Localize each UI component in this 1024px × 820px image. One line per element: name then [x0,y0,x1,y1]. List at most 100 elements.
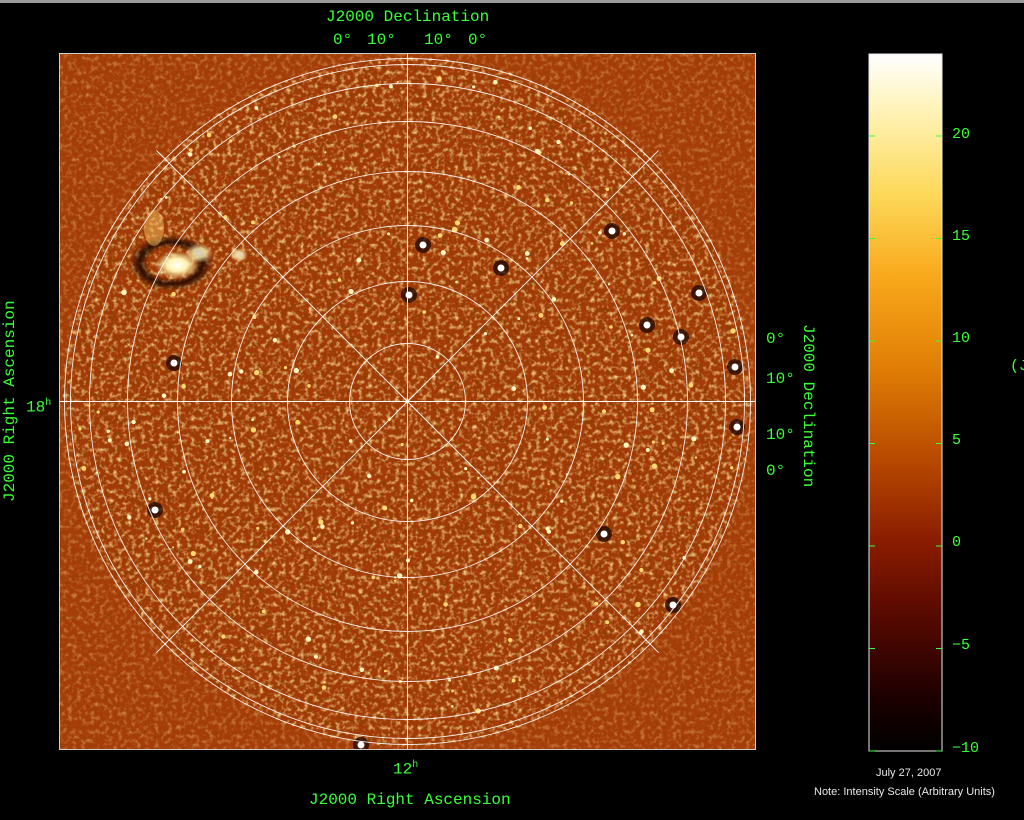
point-source [81,466,87,471]
point-source [601,409,607,414]
bright-source [677,333,685,341]
right-tick-0: 0° [766,330,786,348]
point-source [181,527,185,532]
point-source [388,84,393,89]
point-source [443,602,448,607]
colorbar-tick-3: 5 [952,432,962,449]
point-source [623,442,629,448]
bottom-tick: 12h [393,760,418,778]
point-source [651,463,658,469]
point-source [181,384,186,389]
point-source [639,629,644,634]
point-source [187,559,193,564]
point-source [645,448,650,452]
point-source [321,685,327,690]
point-source [590,242,594,245]
point-source [497,115,501,119]
point-source [694,456,698,459]
grid-spoke-1 [156,401,408,653]
colorbar-gradient [868,53,943,752]
point-source [622,232,626,236]
point-source [508,637,513,643]
point-source [182,469,186,474]
point-source [205,439,210,444]
point-source [620,540,625,545]
top-axis-title: J2000 Declination [326,8,490,26]
bright-source [405,291,413,299]
point-source [669,368,674,374]
point-source [645,347,651,353]
point-source [354,169,356,172]
point-source [464,467,468,471]
point-source [435,355,440,359]
grid-spoke-0 [407,401,659,653]
point-source [332,114,338,119]
top-tick-2: 10° [424,31,453,49]
point-source [516,185,521,190]
point-source [649,407,655,413]
point-source [542,405,547,410]
point-source [615,474,621,480]
point-source [688,382,694,388]
point-source [96,410,100,414]
colorbar [868,53,943,752]
point-source [594,601,599,606]
sky-map [59,53,756,750]
point-source [730,466,734,470]
top-tick-1: 10° [367,31,396,49]
point-source [349,439,353,443]
point-source [190,550,196,557]
point-source [211,496,214,500]
point-source [256,526,260,530]
point-source [164,196,168,199]
point-source [131,419,136,425]
point-source [651,440,656,444]
point-source [251,220,255,225]
right-axis-title: J2000 Declination [799,324,817,488]
bottom-tick-value: 12 [393,760,413,779]
point-source [239,369,244,374]
point-source [78,427,82,431]
point-source [609,325,613,329]
point-source [356,257,362,263]
bottom-tick-unit: h [412,760,419,771]
point-source [470,493,477,500]
point-source [511,386,517,391]
point-source [145,537,148,540]
point-source [312,536,317,541]
point-source [547,483,550,486]
point-source [406,558,410,563]
colorbar-ticks [869,135,942,752]
point-source [605,620,610,625]
point-source [187,152,193,157]
point-source [524,251,530,256]
date-stamp: July 27, 2007 [876,767,942,779]
point-source [560,499,564,503]
point-source [250,427,257,433]
point-source [227,371,233,377]
point-source [639,567,644,573]
grid-spoke-3 [407,150,659,402]
point-source [382,505,388,511]
point-source [337,278,342,282]
point-source [229,436,232,440]
point-source [251,418,255,421]
coordinate-grid [59,53,756,750]
right-tick-3: 0° [766,462,786,480]
colorbar-tick-4: 0 [952,534,962,551]
point-source [221,634,226,639]
colorbar-tick-1: 15 [952,228,971,245]
point-source [317,162,320,166]
bright-source [608,227,616,235]
point-source [545,197,550,203]
bright-source [419,241,427,249]
point-source [454,220,461,226]
bright-source [357,741,365,749]
bright-source [497,264,505,272]
point-source [635,601,641,608]
point-source [653,281,657,285]
colorbar-tick-5: −5 [952,637,971,654]
point-source [528,126,532,130]
point-source [359,667,365,673]
point-source [277,155,281,159]
